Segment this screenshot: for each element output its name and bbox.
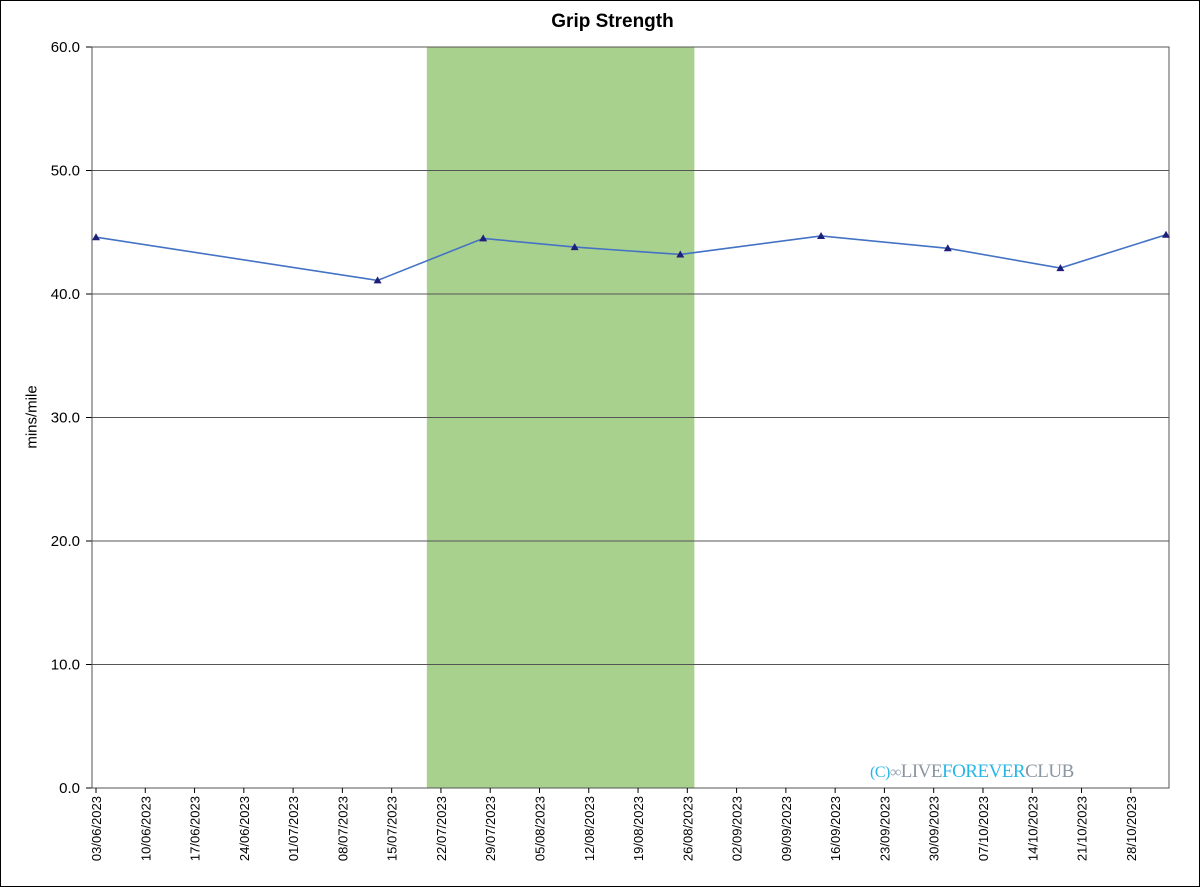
x-tick-label: 23/09/2023 bbox=[877, 796, 892, 861]
x-tick-label: 09/09/2023 bbox=[779, 796, 794, 861]
x-tick-label: 10/06/2023 bbox=[138, 796, 153, 861]
x-tick-label: 26/08/2023 bbox=[680, 796, 695, 861]
x-tick-label: 30/09/2023 bbox=[927, 796, 942, 861]
x-tick-label: 01/07/2023 bbox=[286, 796, 301, 861]
data-point-marker bbox=[1162, 230, 1170, 238]
infinity-icon: ∞ bbox=[889, 764, 901, 781]
x-tick-label: 14/10/2023 bbox=[1025, 796, 1040, 861]
x-tick-label: 24/06/2023 bbox=[237, 796, 252, 861]
y-tick-label: 10.0 bbox=[51, 657, 80, 674]
x-tick-label: 22/07/2023 bbox=[434, 796, 449, 861]
x-tick-label: 19/08/2023 bbox=[631, 796, 646, 861]
x-tick-label: 03/06/2023 bbox=[89, 796, 104, 861]
x-tick-label: 29/07/2023 bbox=[483, 796, 498, 861]
watermark-forever: FOREVER bbox=[942, 761, 1026, 782]
y-tick-label: 50.0 bbox=[51, 163, 80, 180]
data-point-marker bbox=[1056, 264, 1065, 272]
x-tick-label: 08/07/2023 bbox=[335, 796, 350, 861]
x-tick-label: 28/10/2023 bbox=[1124, 796, 1139, 861]
x-tick-label: 05/08/2023 bbox=[532, 796, 547, 861]
data-point-marker bbox=[943, 244, 952, 252]
x-tick-label: 07/10/2023 bbox=[976, 796, 991, 861]
watermark-live: LIVE bbox=[900, 761, 943, 782]
x-tick-label: 16/09/2023 bbox=[828, 796, 843, 861]
data-point-marker bbox=[479, 234, 488, 242]
x-tick-label: 21/10/2023 bbox=[1075, 796, 1090, 861]
x-tick-label: 02/09/2023 bbox=[730, 796, 745, 861]
chart-title: Grip Strength bbox=[551, 11, 674, 32]
x-tick-label: 17/06/2023 bbox=[188, 796, 203, 861]
data-point-marker bbox=[676, 250, 685, 258]
watermark-copyright: (C) bbox=[870, 764, 890, 781]
data-point-marker bbox=[373, 276, 382, 284]
watermark-club: CLUB bbox=[1025, 761, 1074, 782]
y-tick-label: 40.0 bbox=[51, 286, 80, 303]
data-point-marker bbox=[570, 243, 579, 251]
x-tick-label: 12/08/2023 bbox=[582, 796, 597, 861]
y-tick-label: 30.0 bbox=[51, 410, 80, 427]
y-tick-label: 20.0 bbox=[51, 533, 80, 550]
data-point-marker bbox=[817, 231, 826, 239]
y-tick-label: 60.0 bbox=[51, 39, 80, 56]
y-tick-label: 0.0 bbox=[59, 780, 80, 797]
data-point-marker bbox=[92, 233, 100, 241]
plot-area bbox=[91, 46, 1170, 789]
x-tick-label: 15/07/2023 bbox=[385, 796, 400, 861]
watermark-logo: (C)∞LIVEFOREVERCLUB bbox=[870, 761, 1074, 783]
